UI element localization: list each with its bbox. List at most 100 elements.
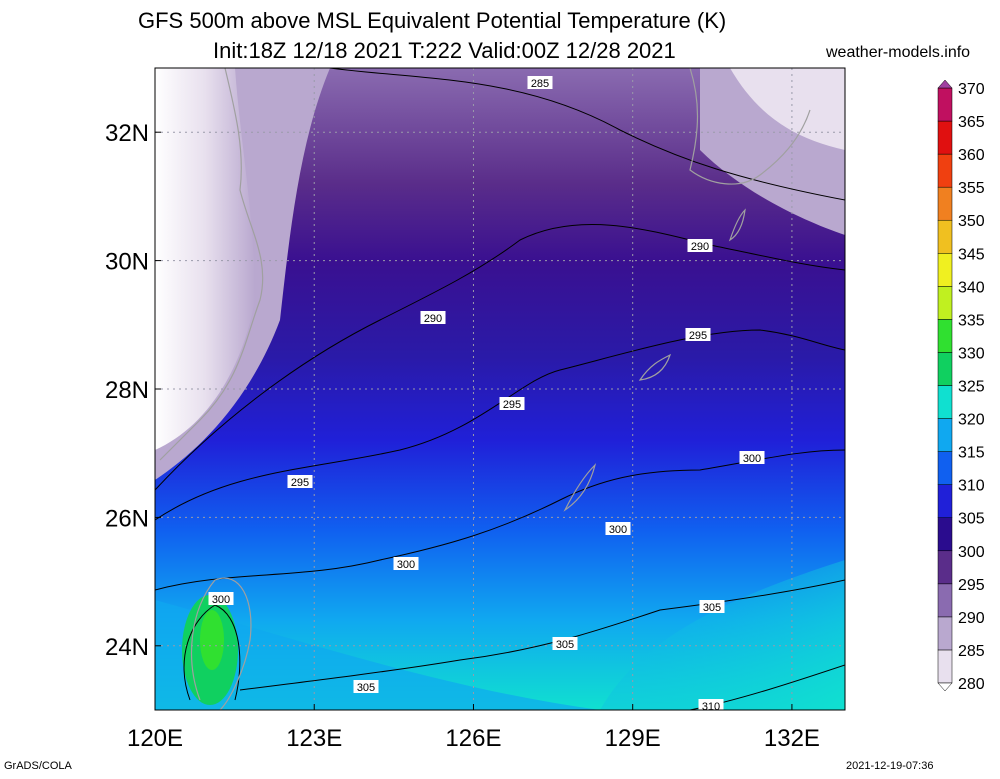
colorbar-swatch xyxy=(937,616,953,651)
contour-label-bg xyxy=(393,557,419,570)
field-warm-spot-core xyxy=(200,610,224,670)
contour-label: 300 xyxy=(609,524,627,536)
contour-label: 295 xyxy=(291,477,309,489)
colorbar-label: 345 xyxy=(958,246,985,263)
contour-label-bg xyxy=(287,475,313,488)
colorbar-swatch xyxy=(937,253,953,287)
field-land-west xyxy=(155,68,255,450)
contour-label-bg xyxy=(687,239,713,252)
colorbar-label: 325 xyxy=(958,379,985,396)
colorbar-swatch xyxy=(937,120,953,155)
contour-label-bg xyxy=(739,451,765,464)
colorbar-swatch xyxy=(937,219,953,254)
colorbar-label: 315 xyxy=(958,445,985,462)
contour-label-bg xyxy=(605,522,631,535)
x-tick-label: 132E xyxy=(764,725,820,752)
contour-label: 290 xyxy=(691,241,709,253)
plot-area xyxy=(155,68,845,710)
island-okinawa xyxy=(638,353,672,381)
colorbar-swatch xyxy=(937,286,953,320)
colorbar-label: 350 xyxy=(958,213,985,230)
contour-label-bg xyxy=(698,699,724,712)
colorbar-label: 300 xyxy=(958,544,985,561)
coastlines xyxy=(159,68,811,710)
y-axis: 24N 26N 28N 30N 32N xyxy=(105,120,161,661)
colorbar-arrow-top xyxy=(937,79,953,89)
contour-label: 305 xyxy=(357,682,375,694)
field-warm-southeast xyxy=(600,560,845,710)
coast-taiwan xyxy=(191,577,252,710)
contour-label: 295 xyxy=(503,399,521,411)
colorbar-swatch xyxy=(937,385,953,419)
contour-label-bg xyxy=(353,680,379,693)
contour-label: 300 xyxy=(397,559,415,571)
colorbar-swatch xyxy=(937,517,953,552)
x-tick-label: 129E xyxy=(605,725,661,752)
coast-china xyxy=(159,68,264,461)
colorbar-swatch xyxy=(937,186,953,221)
colorbar-label: 340 xyxy=(958,279,985,296)
y-tick-label: 30N xyxy=(105,249,149,276)
colorbar-label: 360 xyxy=(958,147,985,164)
contour-label-bg xyxy=(552,637,578,650)
colorbar-swatch xyxy=(937,484,953,518)
colorbar-label: 320 xyxy=(958,412,985,429)
contour-label: 295 xyxy=(689,330,707,342)
contour-label: 300 xyxy=(212,594,230,606)
contour-label-bg xyxy=(208,592,234,605)
colorbar-swatch xyxy=(937,550,953,585)
contour-label-bg xyxy=(499,397,525,410)
colorbar-swatch xyxy=(937,153,953,188)
colorbar-label: 370 xyxy=(958,81,985,98)
y-tick-label: 32N xyxy=(105,120,149,147)
chart-svg: 285 290 290 295 295 295 300 300 300 305 305 305 310 3… xyxy=(105,67,985,752)
y-tick-label: 26N xyxy=(105,505,149,532)
contour-label-bg xyxy=(420,311,446,324)
colorbar-label: 330 xyxy=(958,345,985,362)
chart-title: GFS 500m above MSL Equivalent Potential … xyxy=(138,8,727,33)
contour-label-bg xyxy=(527,76,553,89)
contour-label: 300 xyxy=(743,453,761,465)
x-tick-label: 120E xyxy=(127,725,183,752)
contour-labels: 285 290 290 295 295 295 300 300 300 305 305 305 310 3… xyxy=(208,76,765,713)
colorbar-label: 305 xyxy=(958,511,985,528)
island-amami xyxy=(563,463,597,512)
colorbar-swatch xyxy=(937,352,953,386)
colorbar-label: 295 xyxy=(958,577,985,594)
y-tick-label: 24N xyxy=(105,634,149,661)
colorbar-swatch xyxy=(937,87,953,122)
colorbar-label: 335 xyxy=(958,312,985,329)
contour-label: 305 xyxy=(556,639,574,651)
grid-lines xyxy=(155,68,845,710)
contour-295-a xyxy=(155,329,845,521)
colorbar: 280 285 290 295 300 305 310 315 320 325 330 335 340 3… xyxy=(937,79,985,693)
colorbar-label: 280 xyxy=(958,676,985,693)
coast-kyushu xyxy=(689,68,811,185)
x-axis: 120E 123E 126E 129E 132E xyxy=(127,704,820,752)
contour-label: 305 xyxy=(703,602,721,614)
contour-label-bg xyxy=(685,328,711,341)
colorbar-label: 365 xyxy=(958,114,985,131)
contour-label: 285 xyxy=(531,78,549,90)
colorbar-label: 355 xyxy=(958,180,985,197)
chart-subtitle: Init:18Z 12/18 2021 T:222 Valid:00Z 12/2… xyxy=(213,38,676,63)
footer-timestamp: 2021-12-19-07:36 xyxy=(846,760,934,772)
contour-label: 310 xyxy=(702,701,720,713)
contour-label-bg xyxy=(699,600,725,613)
contour-290-a xyxy=(155,223,845,491)
footer-software: GrADS/COLA xyxy=(4,760,72,772)
x-tick-label: 123E xyxy=(286,725,342,752)
colorbar-label: 310 xyxy=(958,478,985,495)
colorbar-swatch xyxy=(937,418,953,452)
field-land-northeast xyxy=(730,68,845,150)
colorbar-arrow-bottom xyxy=(937,682,953,692)
colorbar-label: 290 xyxy=(958,610,985,627)
island-tanegashima xyxy=(728,208,746,242)
colorbar-swatch xyxy=(937,319,953,353)
field-warm-south xyxy=(155,600,600,710)
colorbar-swatch xyxy=(937,583,953,618)
contour-label: 290 xyxy=(424,313,442,325)
colorbar-swatch xyxy=(937,649,953,684)
colorbar-label: 285 xyxy=(958,643,985,660)
colorbar-swatch xyxy=(937,451,953,485)
